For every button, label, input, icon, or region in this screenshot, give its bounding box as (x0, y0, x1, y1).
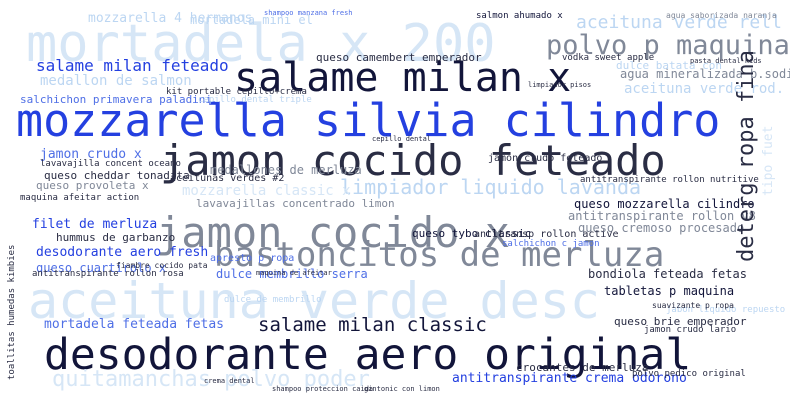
word-cloud-term: limpiador liquido lavanda (340, 175, 642, 199)
word-cloud-term: queso cremoso procesado (578, 221, 745, 235)
word-cloud-term: desodorante aero fresh (36, 245, 209, 260)
word-cloud-term: queso provoleta x (36, 179, 149, 192)
word-cloud-term: antitranspirante crema odorono (452, 371, 687, 386)
word-cloud-term: kit portable cepillo+crema (166, 87, 307, 97)
word-cloud-term: gintonic con limon (364, 385, 440, 393)
word-cloud-term: queso cuartirolo x (36, 261, 167, 275)
word-cloud-term: toallitas humedas kimbies (7, 244, 17, 380)
word-cloud-term: aceituna verde rod. (624, 81, 785, 97)
word-cloud-term: antitransp rollon active (474, 229, 619, 240)
word-cloud-term: cepillo dental (372, 135, 432, 143)
word-cloud-term: dulce batata con (616, 59, 722, 72)
word-cloud-term: quitamanchas polvo poder (52, 367, 370, 392)
word-cloud-term: jamon cocido x (156, 208, 511, 257)
word-cloud-term: deterg ropa fina (734, 50, 759, 262)
word-cloud-term: mozzarella 4 hermanos (88, 11, 253, 26)
word-cloud-term: queso tybo classic (412, 227, 532, 240)
word-cloud-term: mortadela x 200 (26, 14, 496, 74)
word-cloud-term: mortadela mini el (190, 13, 313, 27)
word-cloud-term: salchichon primavera paladini (20, 93, 213, 106)
word-cloud-term: dulce membrillo serra (216, 267, 368, 281)
word-cloud-term: cepillo dental triple (198, 95, 312, 105)
word-cloud-term: salmon ahumado x (476, 11, 563, 21)
word-cloud-term: queso camembert emperador (316, 51, 482, 64)
word-cloud-term: mozzarella classic x (182, 183, 351, 199)
word-cloud-term: salchichon c jamon (502, 239, 600, 249)
word-cloud-term: jamon crudo x (40, 147, 142, 162)
word-cloud-term: antitranspirante rollon nutritive (580, 175, 759, 185)
word-cloud-term: shampoo manzana fresh (264, 9, 353, 17)
word-cloud-term: jabon liquido repuesto (666, 305, 786, 315)
word-cloud-term: jamon crudo lario (644, 325, 737, 335)
word-cloud-term: mortadela feteada fetas (44, 317, 225, 332)
word-cloud-term: limpiador pisos (528, 81, 592, 89)
word-cloud-term: queso cheddar tonadita (44, 169, 190, 182)
word-cloud-term: shampoo proteccion caida (272, 385, 374, 393)
word-cloud-term: lavavajillas concentrado limon (196, 197, 395, 210)
word-cloud-term: jamon crudo feteado (488, 153, 603, 164)
word-cloud-term: jamon cocido feteado (160, 136, 666, 185)
word-cloud-term: crema dental (204, 377, 255, 385)
word-cloud-term: hummus de garbanzo (56, 231, 176, 244)
word-cloud-term: agua mineralizada b.sodio (620, 67, 790, 81)
word-cloud-term: salame milan x (234, 55, 572, 101)
word-cloud-term: queso brie emperador (614, 315, 747, 328)
word-cloud-term: tipo fuet (761, 125, 776, 196)
word-cloud-term: fiambre cocido pata (116, 261, 208, 270)
word-cloud-term: desodorante aero original (44, 330, 692, 380)
word-cloud-term: crocantes de merluza (516, 361, 649, 374)
word-cloud-term: polvo pedico original (632, 369, 746, 379)
word-cloud-term: apresto p ropa (210, 253, 295, 264)
word-cloud-term: aceituna verde rell (576, 12, 782, 33)
word-cloud-term: aceitunas verdes #2 (170, 173, 285, 184)
word-cloud-term: queso mozzarella cilindro (574, 197, 755, 211)
word-cloud-term: salame milan classic (258, 314, 487, 336)
word-cloud-term: bondiola feteada fetas (588, 267, 747, 281)
word-cloud-term: tabletas p maquina (604, 284, 735, 298)
word-cloud-term: antitranspirante rollon rosa (32, 269, 184, 279)
word-cloud-term: dulce de membrillo (224, 295, 322, 305)
word-cloud-term: filet de merluza (32, 217, 158, 232)
word-cloud-term: medallon de salmon (40, 73, 192, 89)
word-cloud-term: vodka sweet apple (562, 53, 655, 63)
word-cloud-term: salame milan feteado (36, 56, 229, 75)
word-cloud-term: antitranspirante rollon v8 (568, 209, 756, 223)
word-cloud-term: aceituna verde desc (28, 272, 600, 330)
word-cloud-term: polvo p maquina (546, 30, 790, 61)
word-cloud-term: agua saborizada naranja (666, 11, 777, 20)
word-cloud-term: lavavajilla concent oceano (40, 159, 181, 169)
word-cloud-term: bastoncitos de merluza (214, 235, 665, 275)
word-cloud-term: mozzarella silvia cilindro (16, 94, 721, 147)
word-cloud-term: suavizante p ropa (652, 301, 734, 310)
word-cloud-term: maquina de afeitar (256, 269, 332, 277)
word-cloud-term: medallones de merluza (210, 163, 362, 177)
word-cloud-term: pasta dental kids (690, 57, 762, 65)
word-cloud-term: maquina afeitar action (20, 193, 140, 203)
